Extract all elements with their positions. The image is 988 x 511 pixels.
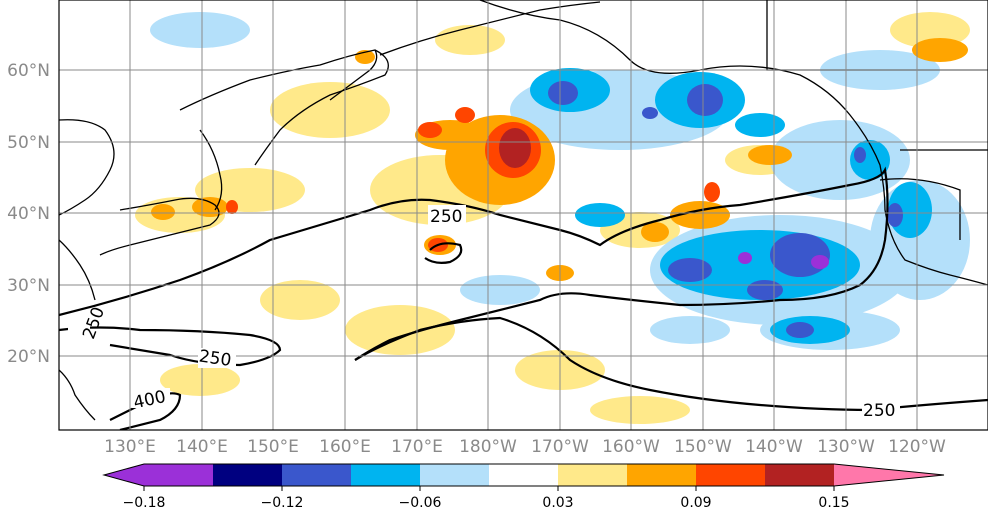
colorbar-label-5: 0.15 [818, 495, 849, 511]
colorbar-segment-9 [696, 464, 765, 486]
lon-label-170w: 170°W [531, 437, 589, 457]
colorbar-segment-11 [834, 464, 944, 486]
strong-negative-patches [548, 81, 903, 338]
latitude-labels: 60°N 50°N 40°N 30°N 20°N [7, 61, 50, 367]
colorbar-segment-10 [765, 464, 834, 486]
lon-label-130e: 130°E [104, 437, 156, 457]
lon-label-160w: 160°W [602, 437, 660, 457]
lat-label-20n: 20°N [7, 347, 50, 367]
lon-label-140e: 140°E [176, 437, 228, 457]
colorbar-segment-3 [282, 464, 351, 486]
lon-label-120w: 120°W [888, 437, 946, 457]
colorbar-segment-5 [420, 464, 489, 486]
colorbar-segment-8 [627, 464, 696, 486]
longitude-labels: 130°E 140°E 150°E 160°E 170°E 180°W 170°… [104, 437, 946, 457]
coastlines [59, 0, 988, 421]
lon-label-180w: 180°W [459, 437, 517, 457]
lon-label-150e: 150°E [247, 437, 299, 457]
colorbar-segment-1 [144, 464, 213, 486]
lat-label-60n: 60°N [7, 61, 50, 81]
strongest-positive-core [499, 128, 531, 168]
lat-label-50n: 50°N [7, 133, 50, 153]
colorbar-label-1: −0.12 [261, 495, 304, 511]
plot-frame [58, 0, 988, 431]
colorbar-label-0: −0.18 [123, 495, 166, 511]
colorbar-segment-2 [213, 464, 282, 486]
colorbar-segment-7 [558, 464, 627, 486]
colorbar: −0.18 −0.12 −0.06 0.03 0.09 0.15 [102, 463, 945, 511]
colorbar-segment-0 [104, 464, 144, 486]
contour-label-250-c: 250 [863, 401, 895, 421]
lat-label-40n: 40°N [7, 204, 50, 224]
lon-label-140w: 140°W [745, 437, 803, 457]
colorbar-segment-6 [489, 464, 558, 486]
colorbar-segment-4 [351, 464, 420, 486]
strongest-negative-cores [738, 252, 829, 269]
contour-label-250-a: 250 [430, 207, 462, 227]
lon-label-150w: 150°W [674, 437, 732, 457]
colorbar-label-2: −0.06 [399, 495, 442, 511]
colorbar-ticks [143, 486, 835, 491]
colorbar-label-3: 0.03 [542, 495, 573, 511]
lon-label-130w: 130°W [817, 437, 875, 457]
contour-label-250-b: 250 [198, 347, 233, 371]
lon-label-160e: 160°E [319, 437, 371, 457]
lon-label-170e: 170°E [391, 437, 443, 457]
colorbar-label-4: 0.09 [680, 495, 711, 511]
anomaly-field [59, 0, 988, 430]
lat-label-30n: 30°N [7, 276, 50, 296]
